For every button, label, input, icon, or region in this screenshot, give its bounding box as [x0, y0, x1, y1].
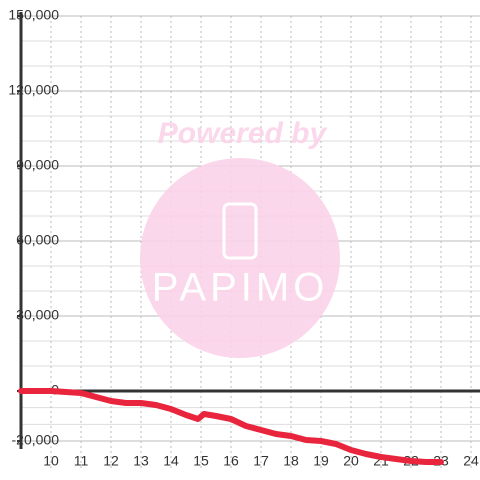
x-tick-label: 24 — [463, 453, 479, 469]
y-tick-label: 90,000 — [16, 157, 59, 173]
x-tick-label: 18 — [283, 453, 299, 469]
x-tick-label: 10 — [43, 453, 59, 469]
x-tick-label: 20 — [343, 453, 359, 469]
watermark-top: Powered by — [158, 117, 328, 150]
x-tick-label: 11 — [74, 453, 89, 469]
series-line — [18, 388, 444, 465]
watermark-icon — [222, 202, 258, 260]
y-tick-label: 150,000 — [8, 7, 59, 23]
x-tick-label: 17 — [253, 453, 269, 469]
x-tick-label: 16 — [223, 453, 239, 469]
x-tick-label: 19 — [313, 453, 329, 469]
x-tick-label: 15 — [193, 453, 209, 469]
watermark-logo: PAPIMO — [152, 266, 329, 310]
y-tick-label: 120,000 — [8, 82, 59, 98]
y-tick-label: 30,000 — [16, 307, 59, 323]
x-tick-label: 13 — [133, 453, 149, 469]
watermark: Powered by PAPIMO — [140, 117, 340, 358]
y-tick-label: 60,000 — [16, 232, 59, 248]
x-tick-label: 12 — [103, 453, 119, 469]
y-tick-label: -20,000 — [12, 432, 60, 448]
x-tick-label: 14 — [163, 453, 179, 469]
